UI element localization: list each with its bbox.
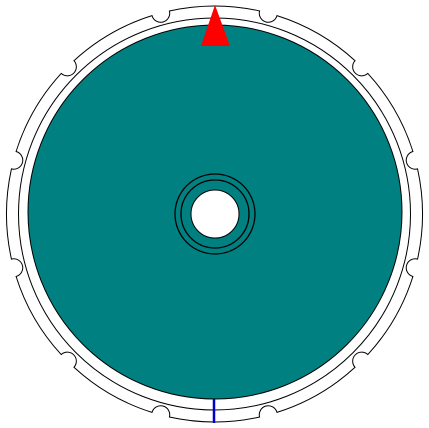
- center-hub: [174, 173, 256, 255]
- top-pointer-triangle: [201, 5, 230, 46]
- hub-inner-ring: [180, 179, 250, 249]
- hub-hole: [190, 189, 240, 239]
- hub-outer-ring: [174, 173, 256, 255]
- notched-outer-ring: [6, 5, 423, 423]
